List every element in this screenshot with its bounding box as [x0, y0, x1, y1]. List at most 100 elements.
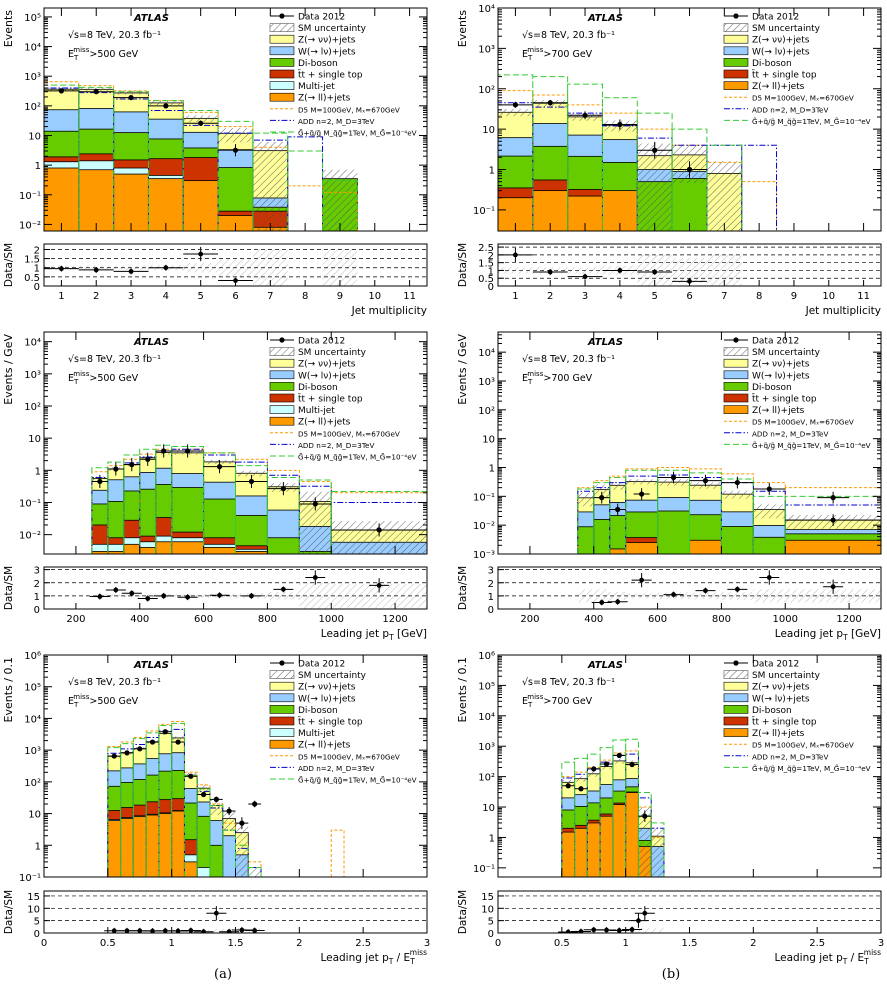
stack-bar-zll	[139, 547, 157, 554]
data-point	[58, 88, 65, 94]
met-cut-label: ETmiss>700 GeV	[522, 693, 593, 709]
sm-uncertainty-band	[574, 776, 588, 782]
sm-uncertainty-band	[252, 141, 288, 231]
xlabel-sub: T	[863, 957, 869, 966]
legend-label-diboson: Di-boson	[298, 59, 338, 69]
ratio-point	[249, 593, 254, 599]
ratio-axis-label: Data/SM	[457, 566, 469, 610]
legend-label-data: Data 2012	[752, 660, 799, 670]
stack-bar-zll	[574, 827, 588, 877]
data-point	[188, 773, 194, 779]
x-tick-label: 1200	[836, 614, 861, 625]
y-tick-label: 1	[35, 466, 41, 477]
x-tick-label: 200	[66, 614, 85, 625]
ratio-point	[124, 928, 130, 933]
y-tick-label: 10³	[478, 44, 495, 55]
x-axis-label: Jet multiplicity	[805, 305, 881, 317]
met-cut-label: ETmiss>500 GeV	[68, 46, 139, 62]
legend-swatch-wlnu	[723, 693, 749, 703]
legend-swatch-znunu	[723, 358, 749, 368]
met-cut-label: ETmiss>700 GeV	[522, 46, 593, 62]
y-tick-label: 1	[489, 833, 495, 844]
x-tick-label: 8	[756, 291, 762, 302]
ratio-y-tick-label: 10	[481, 904, 494, 915]
ratio-y-tick-label: 3	[34, 566, 40, 577]
y-tick-label: 10⁵	[478, 681, 495, 692]
sm-uncertainty-band	[218, 128, 253, 143]
sm-uncertainty-band	[638, 807, 652, 877]
ratio-point	[150, 928, 155, 933]
stack-bar-zll	[107, 820, 122, 877]
y-tick-label: 10	[482, 803, 495, 814]
legend-swatch-zll	[723, 405, 749, 414]
ratio-point	[201, 929, 206, 933]
sm-uncertainty-band	[222, 812, 236, 832]
y-tick-label: 10⁵	[24, 683, 41, 694]
signal-line-d5	[577, 466, 881, 554]
main-plot-area	[91, 444, 427, 554]
ratio-uncertainty-band	[785, 589, 881, 603]
x-tick-label: 0.5	[100, 938, 116, 949]
stack-bar-diboson	[267, 537, 300, 554]
ratio-uncertainty-band	[331, 584, 427, 608]
data-point	[582, 112, 588, 118]
legend-label-sm_unc: SM uncertainty	[752, 671, 821, 681]
legend-swatch-wlnu	[269, 46, 295, 56]
y-axis-label: Events	[456, 10, 469, 48]
data-point	[149, 739, 156, 745]
stack-bar-zll	[132, 816, 147, 877]
y-tick-label: 10³	[24, 72, 41, 83]
ratio-point	[703, 588, 708, 594]
x-tick-label: 1000	[773, 614, 798, 625]
y-tick-label: 10⁵	[24, 13, 41, 24]
legend-swatch-zll	[269, 416, 295, 426]
data-point	[145, 456, 151, 462]
ratio-point	[137, 928, 143, 933]
met-cut-label: ETmiss>500 GeV	[68, 370, 139, 386]
stack-bar-zll	[203, 547, 236, 554]
y-tick-label: 10³	[24, 746, 41, 757]
atlas-label: ATLAS	[133, 337, 169, 348]
ratio-uncertainty-band	[753, 589, 786, 603]
sm-uncertainty-band	[587, 771, 601, 777]
legend-label-ttbar: t̄t + single top	[297, 69, 362, 81]
panel-label-b: (b)	[662, 967, 680, 982]
legend-label-multijet: Multi-jet	[298, 82, 335, 92]
xlabel-sup: miss	[410, 948, 427, 957]
stack-bar-zll	[113, 173, 149, 231]
legend-label-zll: Z(→ ll)+jets	[298, 94, 351, 104]
legend-swatch-znunu	[269, 358, 295, 368]
legend-swatch-sm-unc	[723, 347, 749, 356]
legend-swatch-zll	[723, 728, 749, 737]
x-tick-label: 0.5	[554, 938, 570, 949]
legend-label-znunu: Z(→ νν)+jets	[752, 36, 810, 46]
stack-bar-multijet	[196, 867, 211, 877]
y-tick-label: 10	[482, 435, 495, 446]
stack-bar-zll	[689, 539, 722, 554]
data-point	[830, 517, 836, 523]
xlabel-sup: miss	[864, 948, 881, 957]
y-tick-label: 10²	[478, 85, 495, 96]
stack-bar-zll	[78, 169, 115, 231]
legend-swatch-sm-unc	[723, 23, 749, 32]
ratio-axis-label: Data/SM	[3, 243, 15, 287]
ratio-y-tick-label: 0.5	[478, 274, 494, 285]
met-value: >500 GeV	[89, 696, 138, 707]
ratio-point	[188, 928, 194, 933]
xlabel-part: Leading jet p	[321, 628, 390, 640]
legend-label-d5: D5 M=100GeV, Mₓ=670GeV	[298, 752, 400, 761]
x-tick-label: 7	[267, 291, 273, 302]
ratio-point	[830, 584, 836, 590]
legend-swatch-znunu	[723, 34, 749, 44]
legend-label-add: ADD n=2, M_D=3TeV	[752, 105, 829, 114]
y-tick-label: 10²	[24, 402, 41, 413]
sm-uncertainty-band	[625, 479, 658, 485]
x-tick-label: 1000	[319, 614, 344, 625]
legend-label-data: Data 2012	[298, 660, 345, 670]
legend-label-znunu: Z(→ νν)+jets	[298, 360, 356, 370]
x-tick-label: 3	[424, 938, 430, 949]
legend-swatch-wlnu	[269, 370, 295, 380]
